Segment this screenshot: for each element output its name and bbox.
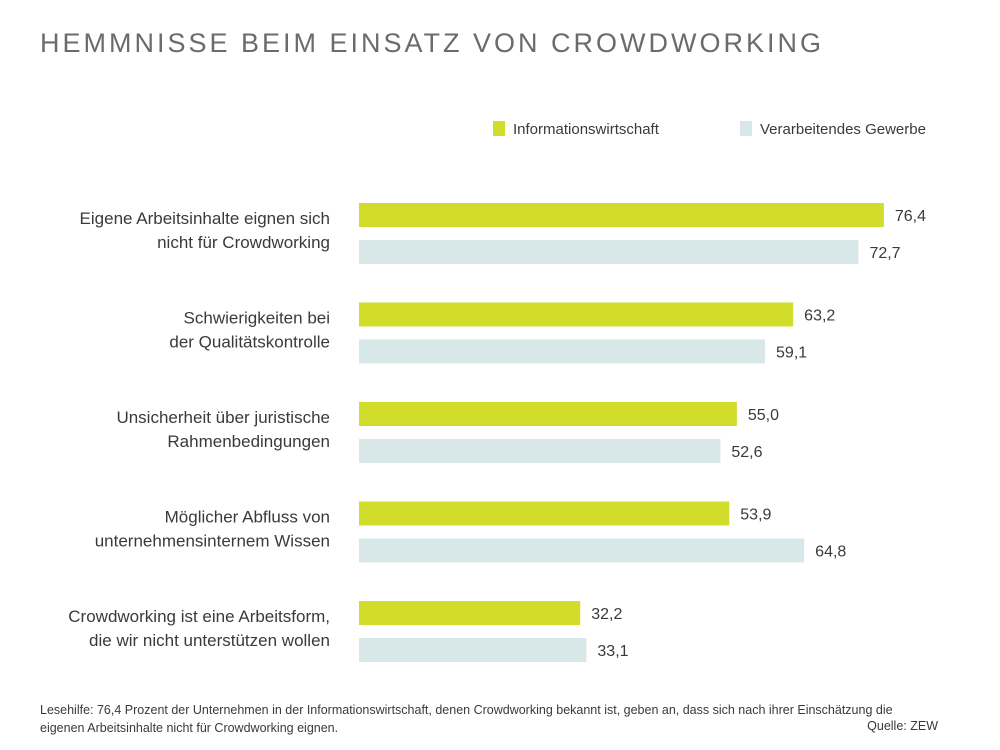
data-label: 76,4 <box>895 208 926 225</box>
legend-label-informationswirtschaft: Informationswirtschaft <box>513 121 659 138</box>
category-label-line: der Qualitätskontrolle <box>169 333 330 352</box>
bar-verarbeitendes-gewerbe <box>359 538 805 563</box>
category-label: Möglicher Abfluss von unternehmensinterne… <box>95 508 330 551</box>
footnote: Lesehilfe: 76,4 Prozent der Unternehmen … <box>40 703 893 735</box>
bar-chart: Eigene Arbeitsinhalte eignen sich nicht f… <box>68 203 926 662</box>
category-label-line: nicht für Crowdworking <box>157 233 330 252</box>
legend-item-verarbeitendes-gewerbe: Verarbeitendes Gewerbe <box>740 121 926 138</box>
source-note: Quelle: ZEW <box>867 719 938 733</box>
data-label: 59,1 <box>776 345 807 362</box>
category-label-line: Rahmenbedingungen <box>167 432 330 451</box>
legend-swatch-verarbeitendes-gewerbe <box>740 121 752 136</box>
data-label: 53,9 <box>740 507 771 524</box>
bar-informationswirtschaft <box>359 501 730 526</box>
legend-item-informationswirtschaft: Informationswirtschaft <box>493 121 659 138</box>
category-label-line: Möglicher Abfluss von <box>165 508 330 527</box>
chart-title: HEMMNISSE BEIM EINSATZ VON CROWDWORKING <box>40 28 825 58</box>
category-label: Unsicherheit über juristische Rahmenbedin… <box>116 408 330 451</box>
category-label-line: Eigene Arbeitsinhalte eignen sich <box>80 209 330 228</box>
bar-informationswirtschaft <box>359 302 794 327</box>
category-label: Schwierigkeiten bei der Qualitätskontroll… <box>169 309 330 352</box>
bar-verarbeitendes-gewerbe <box>359 439 721 463</box>
data-label: 72,7 <box>869 245 900 262</box>
data-label: 63,2 <box>804 308 835 325</box>
category-label-line: Schwierigkeiten bei <box>184 309 330 328</box>
bar-informationswirtschaft <box>359 402 737 426</box>
category-label: Crowdworking ist eine Arbeitsform, die wi… <box>68 607 330 650</box>
data-label: 32,2 <box>591 606 622 623</box>
data-label: 52,6 <box>731 444 762 461</box>
category-label-line: Crowdworking ist eine Arbeitsform, <box>68 607 330 626</box>
data-label: 64,8 <box>815 544 846 561</box>
legend-swatch-informationswirtschaft <box>493 121 505 136</box>
category-label: Eigene Arbeitsinhalte eignen sich nicht f… <box>80 209 330 252</box>
legend-label-verarbeitendes-gewerbe: Verarbeitendes Gewerbe <box>760 121 926 138</box>
bar-verarbeitendes-gewerbe <box>359 339 766 364</box>
category-label-line: Unsicherheit über juristische <box>116 408 330 427</box>
bar-informationswirtschaft <box>359 203 884 227</box>
data-label: 33,1 <box>597 643 628 660</box>
data-label: 55,0 <box>748 407 779 424</box>
category-label-line: die wir nicht unterstützen wollen <box>89 631 330 650</box>
bar-informationswirtschaft <box>359 601 581 625</box>
bar-verarbeitendes-gewerbe <box>359 240 859 264</box>
category-label-line: unternehmensinternem Wissen <box>95 532 330 551</box>
bar-verarbeitendes-gewerbe <box>359 638 587 662</box>
